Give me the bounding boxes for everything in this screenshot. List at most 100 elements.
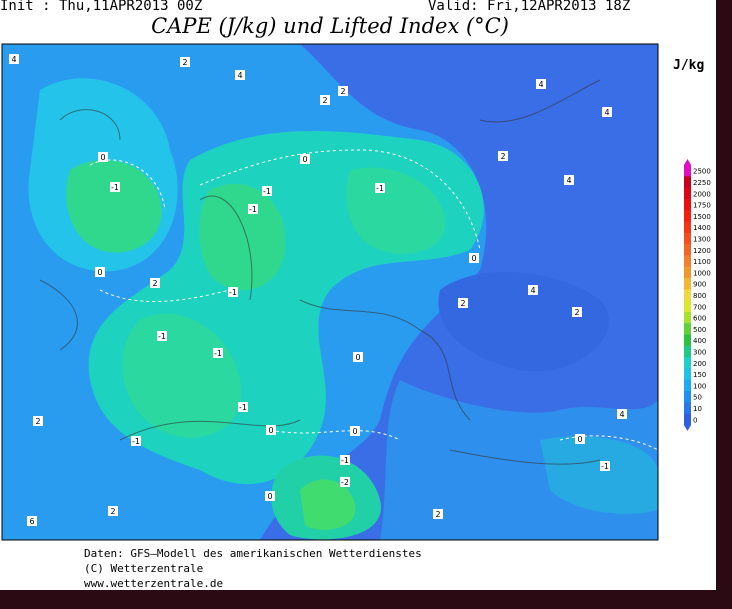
contour-label-box: [320, 95, 330, 105]
contour-label-box: [498, 151, 508, 161]
colorbar-label: 200: [693, 360, 706, 368]
init-time: Init : Thu,11APR2013 00Z: [0, 0, 203, 14]
colorbar-swatch: [684, 187, 691, 200]
colorbar-swatch: [684, 323, 691, 336]
contour-label-box: [180, 57, 190, 67]
contour-label: 2: [435, 510, 440, 519]
contour-label: 4: [11, 55, 16, 64]
valid-time: Valid: Fri,12APR2013 18Z: [428, 0, 631, 14]
colorbar-label: 1000: [693, 269, 711, 277]
contour-label: 2: [500, 152, 505, 161]
contour-label-box: [150, 278, 160, 288]
contour-label: 2: [182, 58, 187, 67]
contour-label: 0: [97, 268, 102, 277]
contour-label: 0: [471, 254, 476, 263]
colorbar-label: 0: [693, 416, 697, 424]
map-title: CAPE (J/kg) und Lifted Index (°C): [151, 14, 509, 38]
colorbar-label: 2000: [693, 190, 711, 198]
contour-label: 6: [29, 517, 34, 526]
contour-label: 2: [460, 299, 465, 308]
colorbar-label: 900: [693, 281, 706, 289]
contour-label: 0: [268, 426, 273, 435]
footer-line: www.wetterzentrale.de: [84, 577, 224, 590]
colorbar-label: 1100: [693, 258, 711, 266]
colorbar-swatch: [684, 198, 691, 211]
contour-label: 2: [152, 279, 157, 288]
colorbar-swatch: [684, 402, 691, 415]
colorbar-label: 1300: [693, 235, 711, 243]
contour-label: -1: [239, 403, 247, 412]
contour-label: 2: [340, 87, 345, 96]
footer-line: (C) Wetterzentrale: [84, 562, 204, 575]
contour-label: -1: [132, 437, 140, 446]
colorbar-label: 1400: [693, 224, 711, 232]
colorbar-swatch: [684, 357, 691, 369]
colorbar-label: 50: [693, 394, 702, 402]
contour-label-box: [340, 477, 350, 487]
contour-label: 4: [604, 108, 609, 117]
contour-label: 2: [35, 417, 40, 426]
contour-label-box: [95, 267, 105, 277]
map: 4 2 4 2 2 4 4 0 -1 0 -1 -1 -1 0 -1 0 2 2 4 2 4 -1 -1 -1 -1 0 0 2 0 -1…: [1, 43, 711, 541]
contour-label: -1: [249, 205, 257, 214]
colorbar-swatch: [684, 413, 691, 426]
colorbar-label: 1750: [693, 202, 711, 210]
contour-label: 4: [237, 71, 242, 80]
contour-label-box: [353, 352, 363, 362]
contour-label: -1: [111, 183, 119, 192]
contour-label-box: [528, 285, 538, 295]
colorbar-unit: J/kg: [673, 58, 705, 73]
contour-label-box: [238, 402, 248, 412]
colorbar-swatch: [684, 221, 691, 234]
contour-label: 0: [355, 353, 360, 362]
contour-label-box: [536, 79, 546, 89]
contour-label: 2: [110, 507, 115, 516]
contour-label-box: [469, 253, 479, 263]
contour-label: -1: [214, 349, 222, 358]
contour-label-box: [575, 434, 585, 444]
colorbar-swatch: [684, 244, 691, 256]
contour-label-box: [338, 86, 348, 96]
contour-label: 2: [574, 308, 579, 317]
contour-label: 4: [619, 410, 624, 419]
colorbar-swatch: [684, 300, 691, 313]
contour-label-box: [266, 425, 276, 435]
contour-label: 0: [267, 492, 272, 501]
colorbar-swatch: [684, 368, 691, 381]
colorbar-label: 500: [693, 326, 706, 334]
colorbar-label: 2500: [693, 168, 711, 176]
contour-label-box: [458, 298, 468, 308]
contour-label: -1: [601, 462, 609, 471]
contour-label-box: [300, 154, 310, 164]
contour-label-box: [350, 426, 360, 436]
colorbar-label: 600: [693, 315, 706, 323]
colorbar-swatch: [684, 278, 691, 290]
contour-label-box: [600, 461, 610, 471]
colorbar-swatch: [684, 266, 691, 279]
contour-label-box: [340, 455, 350, 465]
contour-label-box: [564, 175, 574, 185]
colorbar-label: 1500: [693, 213, 711, 221]
contour-label: 4: [538, 80, 543, 89]
contour-label-box: [617, 409, 627, 419]
footer: Daten: GFS–Modell des amerikanischen Wet…: [84, 546, 422, 591]
contour-label-box: [131, 436, 141, 446]
colorbar-swatch: [684, 232, 691, 245]
contour-label: 4: [566, 176, 571, 185]
contour-label: -1: [158, 332, 166, 341]
contour-label: -1: [229, 288, 237, 297]
contour-label-box: [572, 307, 582, 317]
contour-label: 0: [302, 155, 307, 164]
contour-label-box: [433, 509, 443, 519]
contour-label: 0: [352, 427, 357, 436]
contour-label-box: [228, 287, 238, 297]
colorbar-swatch: [684, 345, 691, 358]
colorbar-swatch: [684, 311, 691, 324]
contour-label: -1: [263, 187, 271, 196]
colorbar-label: 150: [693, 371, 706, 379]
contour-label-box: [213, 348, 223, 358]
contour-label-box: [262, 186, 272, 196]
contour-label-box: [98, 152, 108, 162]
contour-label: -1: [376, 184, 384, 193]
contour-label: -1: [341, 456, 349, 465]
